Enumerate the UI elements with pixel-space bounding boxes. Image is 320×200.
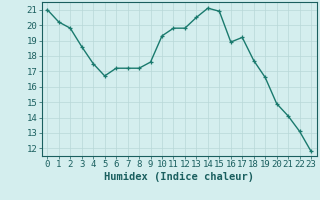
X-axis label: Humidex (Indice chaleur): Humidex (Indice chaleur): [104, 172, 254, 182]
